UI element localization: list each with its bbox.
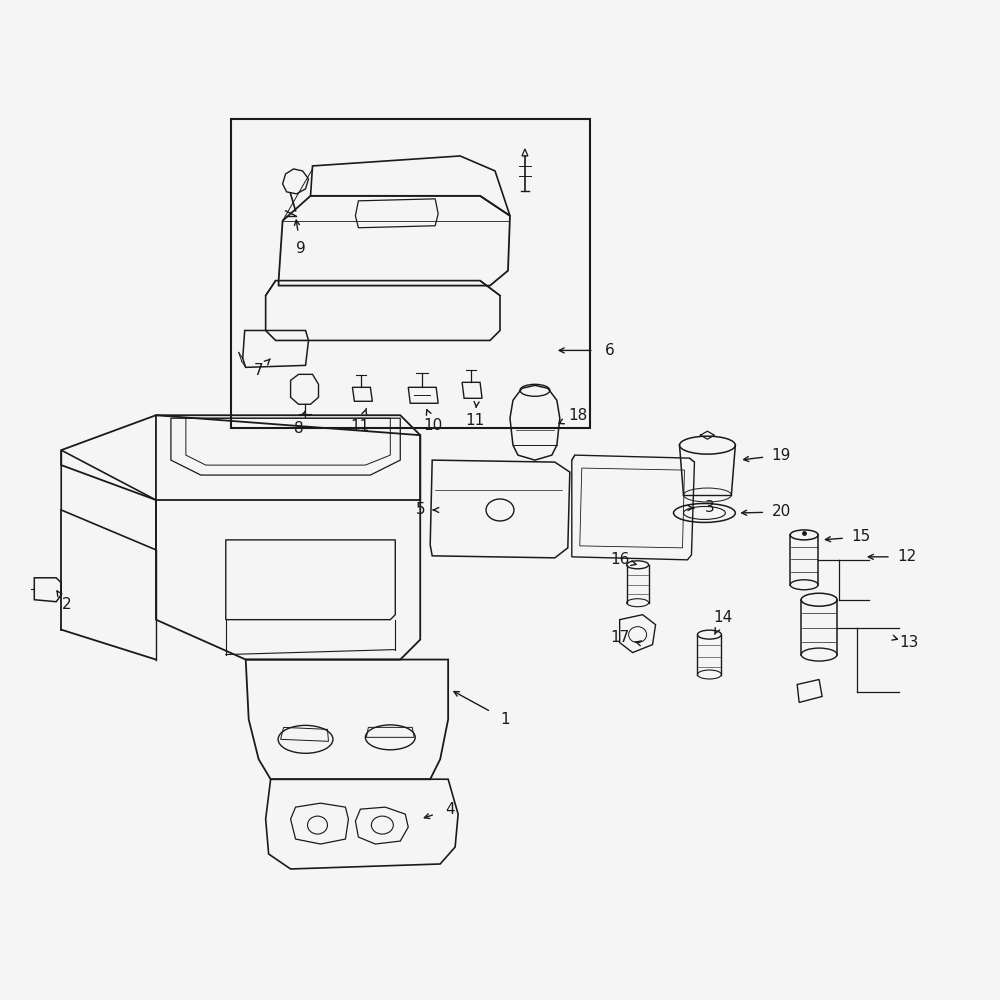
Text: 11: 11 [351, 419, 370, 434]
Text: 6: 6 [605, 343, 615, 358]
Bar [231, 119, 590, 428]
Text: 14: 14 [714, 610, 733, 625]
Text: 19: 19 [772, 448, 791, 463]
Text: 3: 3 [705, 500, 714, 515]
Text: 9: 9 [296, 241, 305, 256]
Text: 20: 20 [772, 504, 791, 519]
Text: 11: 11 [465, 413, 485, 428]
Text: 2: 2 [61, 597, 71, 612]
Text: 1: 1 [500, 712, 510, 727]
Text: 4: 4 [445, 802, 455, 817]
Text: 18: 18 [568, 408, 587, 423]
Text: 5: 5 [415, 502, 425, 517]
Text: 13: 13 [899, 635, 919, 650]
Text: 10: 10 [424, 418, 443, 433]
Text: 12: 12 [897, 549, 916, 564]
Text: 16: 16 [610, 552, 629, 567]
Text: 7: 7 [254, 363, 263, 378]
Text: 17: 17 [610, 630, 629, 645]
Text: 15: 15 [851, 529, 871, 544]
Text: 8: 8 [294, 421, 303, 436]
